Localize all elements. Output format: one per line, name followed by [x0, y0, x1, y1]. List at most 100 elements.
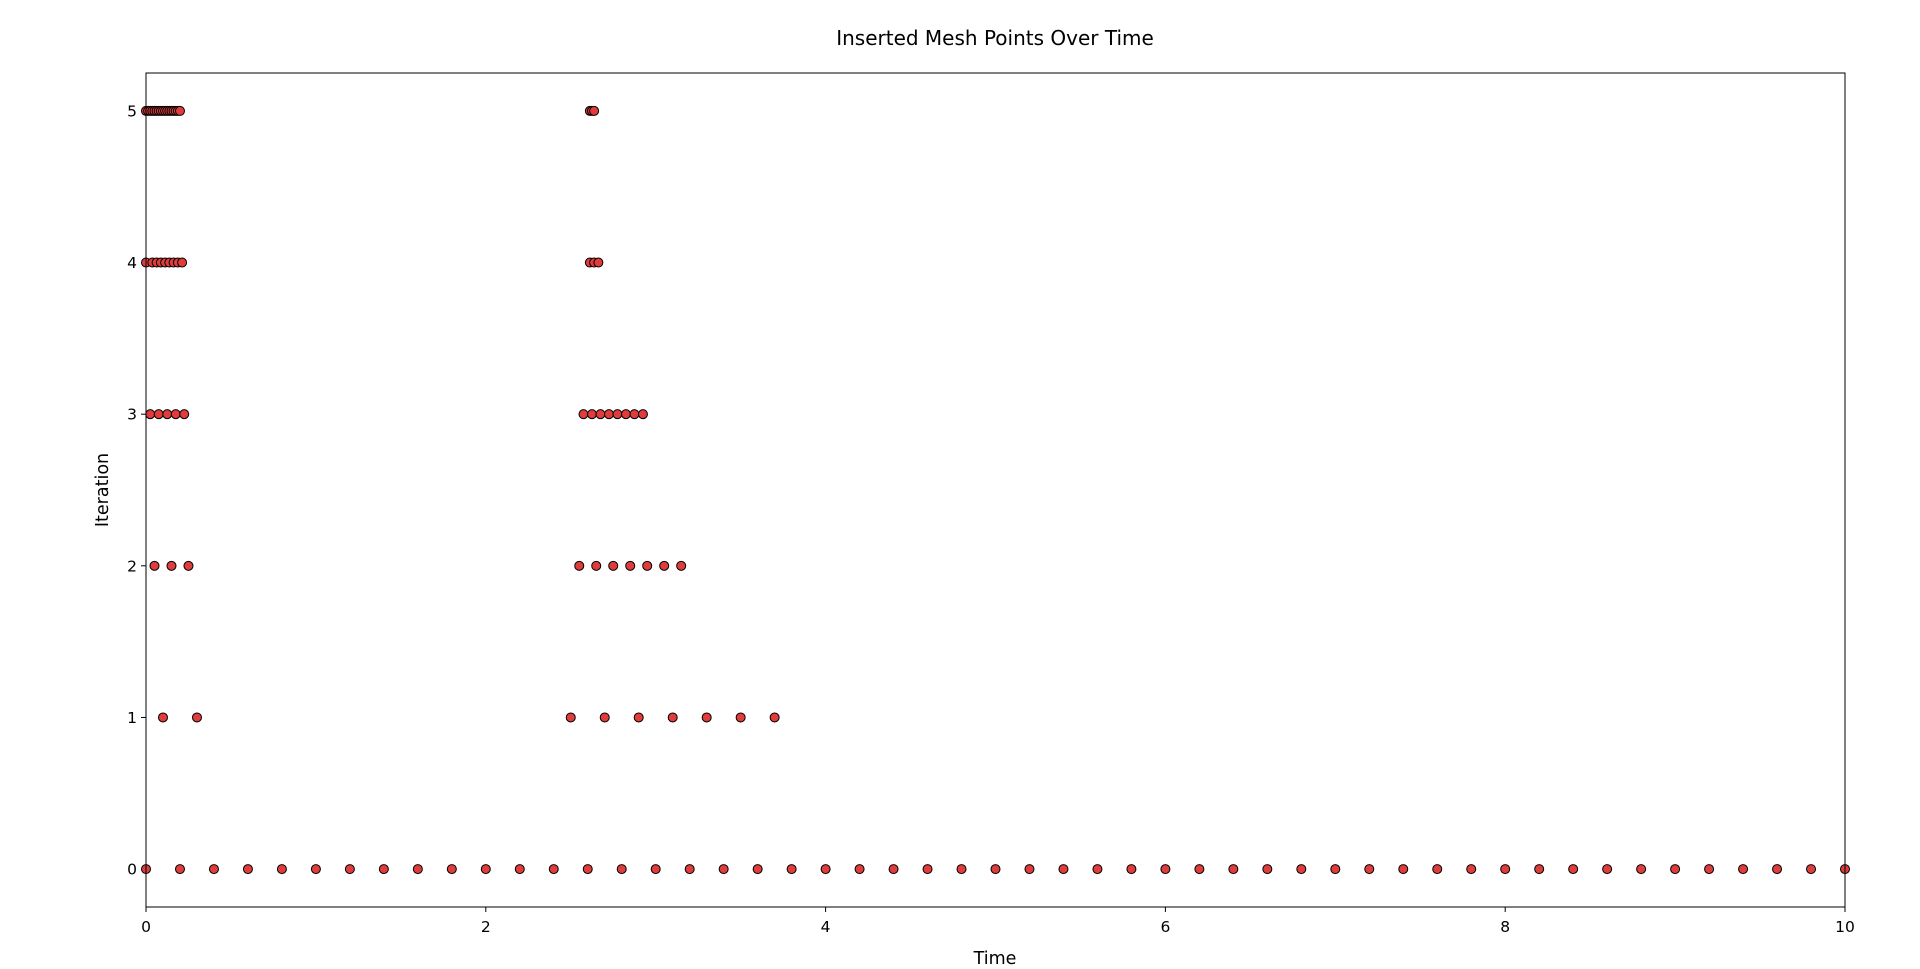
mesh-point	[612, 409, 623, 420]
axis-ticks: 0 2 4 6 8 10 0 1 2 3 4 5	[127, 102, 1855, 936]
mesh-point	[344, 864, 355, 875]
mesh-point	[1568, 864, 1579, 875]
mesh-point	[676, 560, 687, 571]
mesh-point	[179, 409, 190, 420]
mesh-point	[593, 257, 604, 268]
y-tick-label: 4	[127, 254, 137, 272]
mesh-point	[589, 105, 600, 116]
mesh-point	[1738, 864, 1749, 875]
mesh-point	[1126, 864, 1137, 875]
y-axis-label: Iteration	[93, 453, 113, 527]
y-tick-label: 1	[127, 709, 137, 727]
mesh-point	[633, 712, 644, 723]
mesh-point	[1704, 864, 1715, 875]
mesh-point	[1194, 864, 1205, 875]
mesh-point	[480, 864, 491, 875]
mesh-point	[145, 409, 156, 420]
mesh-point	[1398, 864, 1409, 875]
mesh-point	[1058, 864, 1069, 875]
mesh-point	[153, 409, 164, 420]
plot-area-frame	[145, 72, 1846, 908]
mesh-point	[1024, 864, 1035, 875]
x-tick-label: 0	[141, 918, 151, 936]
data-points	[141, 105, 1850, 875]
mesh-point	[177, 257, 188, 268]
x-axis-label: Time	[973, 949, 1017, 969]
mesh-point	[595, 409, 606, 420]
mesh-point	[922, 864, 933, 875]
mesh-point	[157, 712, 168, 723]
mesh-point	[1806, 864, 1817, 875]
mesh-point	[701, 712, 712, 723]
mesh-point	[183, 560, 194, 571]
x-tick-label: 2	[481, 918, 491, 936]
mesh-point	[625, 560, 636, 571]
mesh-point	[149, 560, 160, 571]
mesh-point	[1500, 864, 1511, 875]
mesh-point	[191, 712, 202, 723]
mesh-point	[1296, 864, 1307, 875]
mesh-point	[956, 864, 967, 875]
mesh-point	[616, 864, 627, 875]
mesh-point	[637, 409, 648, 420]
mesh-point	[854, 864, 865, 875]
mesh-point	[1670, 864, 1681, 875]
mesh-point	[769, 712, 780, 723]
mesh-point	[1364, 864, 1375, 875]
mesh-point	[174, 105, 185, 116]
mesh-point	[582, 864, 593, 875]
mesh-point	[166, 560, 177, 571]
mesh-point	[684, 864, 695, 875]
mesh-point	[1160, 864, 1171, 875]
mesh-point	[735, 712, 746, 723]
mesh-point	[378, 864, 389, 875]
mesh-point	[642, 560, 653, 571]
mesh-point	[650, 864, 661, 875]
mesh-point	[586, 409, 597, 420]
mesh-point	[446, 864, 457, 875]
y-tick-label: 3	[127, 406, 137, 424]
y-tick-label: 2	[127, 557, 137, 575]
mesh-point	[629, 409, 640, 420]
mesh-point	[603, 409, 614, 420]
mesh-point	[412, 864, 423, 875]
mesh-point	[752, 864, 763, 875]
mesh-point	[620, 409, 631, 420]
mesh-point	[599, 712, 610, 723]
mesh-point	[888, 864, 899, 875]
mesh-point	[1432, 864, 1443, 875]
mesh-point	[565, 712, 576, 723]
y-tick-label: 0	[127, 861, 137, 879]
mesh-point	[1262, 864, 1273, 875]
mesh-point	[1466, 864, 1477, 875]
mesh-point	[310, 864, 321, 875]
mesh-point	[1228, 864, 1239, 875]
mesh-point	[174, 864, 185, 875]
x-tick-label: 8	[1500, 918, 1510, 936]
mesh-point	[820, 864, 831, 875]
mesh-point	[659, 560, 670, 571]
mesh-point	[276, 864, 287, 875]
x-tick-label: 6	[1160, 918, 1170, 936]
mesh-point	[208, 864, 219, 875]
chart-title: Inserted Mesh Points Over Time	[836, 26, 1154, 50]
mesh-point	[242, 864, 253, 875]
mesh-point	[1534, 864, 1545, 875]
x-tick-label: 10	[1835, 918, 1855, 936]
mesh-point	[162, 409, 173, 420]
mesh-point	[1092, 864, 1103, 875]
mesh-point	[1772, 864, 1783, 875]
x-tick-label: 4	[821, 918, 831, 936]
mesh-point	[1636, 864, 1647, 875]
mesh-point	[170, 409, 181, 420]
mesh-point	[514, 864, 525, 875]
mesh-point	[786, 864, 797, 875]
mesh-point	[608, 560, 619, 571]
mesh-point	[1330, 864, 1341, 875]
mesh-point	[1602, 864, 1613, 875]
mesh-point	[990, 864, 1001, 875]
mesh-point	[548, 864, 559, 875]
mesh-point	[667, 712, 678, 723]
mesh-point	[578, 409, 589, 420]
